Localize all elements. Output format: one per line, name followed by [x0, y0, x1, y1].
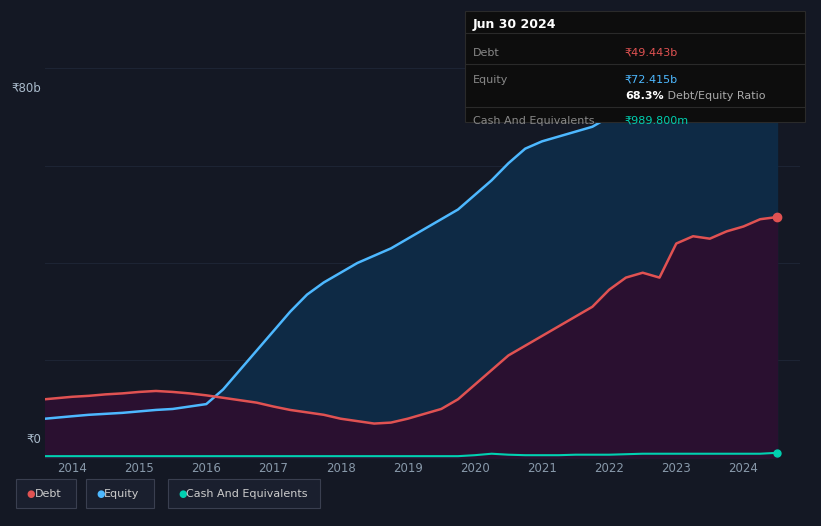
Text: ₹72.415b: ₹72.415b: [625, 75, 678, 85]
Text: ●: ●: [96, 489, 104, 500]
Text: ₹80b: ₹80b: [11, 82, 41, 95]
Text: Debt: Debt: [34, 489, 62, 500]
Text: Debt/Equity Ratio: Debt/Equity Ratio: [664, 90, 766, 101]
Text: Debt: Debt: [473, 47, 500, 58]
Text: Cash And Equivalents: Cash And Equivalents: [473, 116, 594, 126]
Text: ₹49.443b: ₹49.443b: [625, 47, 678, 58]
Text: ₹0: ₹0: [26, 433, 41, 446]
Text: Jun 30 2024: Jun 30 2024: [473, 18, 557, 31]
Text: ₹989.800m: ₹989.800m: [625, 116, 689, 126]
Text: Equity: Equity: [473, 75, 508, 85]
Text: Equity: Equity: [104, 489, 140, 500]
Text: 68.3%: 68.3%: [625, 90, 663, 101]
Text: Cash And Equivalents: Cash And Equivalents: [186, 489, 308, 500]
Text: ●: ●: [178, 489, 186, 500]
Text: ●: ●: [26, 489, 34, 500]
